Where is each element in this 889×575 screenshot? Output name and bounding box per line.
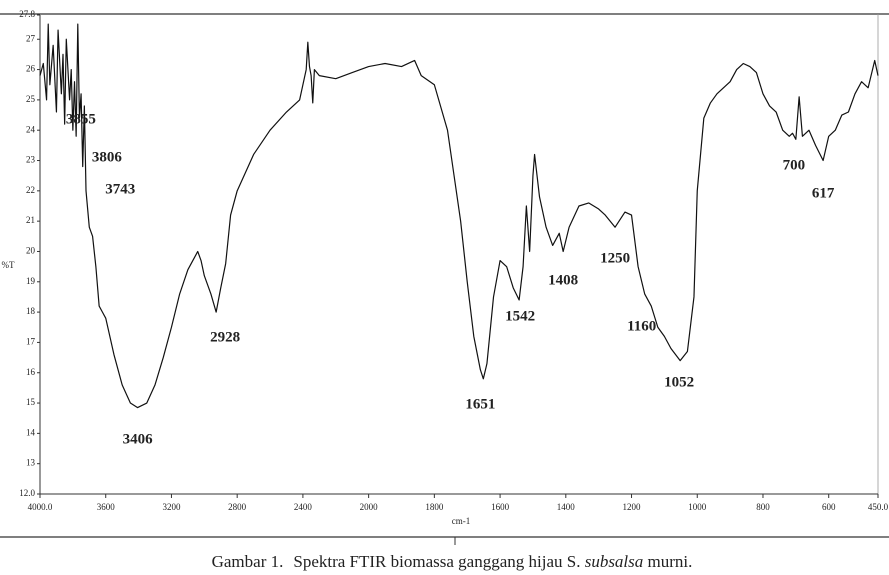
y-tick-label: 22 <box>26 185 35 195</box>
peak-label: 3806 <box>92 149 123 165</box>
y-tick-label: 19 <box>26 276 36 286</box>
y-tick-label: 18 <box>26 306 36 316</box>
caption-italic: subsalsa <box>585 552 644 571</box>
y-tick-label: 14 <box>26 427 36 437</box>
caption: Gambar 1. Spektra FTIR biomassa ganggang … <box>212 552 693 571</box>
spectrum-line <box>39 23 879 409</box>
x-tick-label: 600 <box>822 502 836 512</box>
y-tick-label: 25 <box>26 94 36 104</box>
y-tick-label: 27.8 <box>19 9 35 19</box>
y-tick-label: 23 <box>26 155 36 165</box>
peak-label: 617 <box>812 185 835 201</box>
y-tick-label: 16 <box>26 367 36 377</box>
y-tick-label: 26 <box>26 64 36 74</box>
y-tick-label: 17 <box>26 336 36 346</box>
x-tick-label: 2000 <box>360 502 379 512</box>
x-tick-label: 2800 <box>228 502 247 512</box>
x-tick-label: 1200 <box>623 502 642 512</box>
y-axis-label: %T <box>2 260 15 270</box>
x-tick-label: 3200 <box>162 502 181 512</box>
x-tick-label: 1600 <box>491 502 510 512</box>
x-tick-label: 4000.0 <box>28 502 53 512</box>
peak-label: 2928 <box>210 329 240 345</box>
x-axis-label: cm-1 <box>452 516 471 526</box>
peak-label: 1160 <box>627 318 656 334</box>
caption-suffix: murni. <box>643 552 692 571</box>
peak-label: 700 <box>783 157 806 173</box>
caption-prefix: Gambar 1. <box>212 552 284 571</box>
x-tick-label: 2400 <box>294 502 313 512</box>
peak-label: 1651 <box>465 396 495 412</box>
peak-label: 3743 <box>105 181 135 197</box>
peak-label: 3855 <box>66 111 96 127</box>
peak-label: 3406 <box>123 431 154 447</box>
x-tick-label: 1000 <box>688 502 707 512</box>
x-tick-label: 800 <box>756 502 770 512</box>
y-tick-label: 24 <box>26 124 36 134</box>
x-tick-label: 1400 <box>557 502 576 512</box>
y-tick-label: 12.0 <box>19 488 35 498</box>
y-tick-label: 21 <box>26 215 35 225</box>
y-tick-label: 15 <box>26 397 36 407</box>
x-tick-label: 3600 <box>97 502 116 512</box>
y-tick-label: 13 <box>26 458 36 468</box>
x-tick-label: 450.0 <box>868 502 889 512</box>
peak-label: 1408 <box>548 272 578 288</box>
y-tick-label: 27 <box>26 33 36 43</box>
x-tick-label: 1800 <box>425 502 444 512</box>
peak-label: 1542 <box>505 308 535 324</box>
caption-text: Spektra FTIR biomassa ganggang hijau S. <box>293 552 584 571</box>
y-tick-label: 20 <box>26 246 36 256</box>
peak-label: 1250 <box>600 250 630 266</box>
peak-label: 1052 <box>664 374 694 390</box>
